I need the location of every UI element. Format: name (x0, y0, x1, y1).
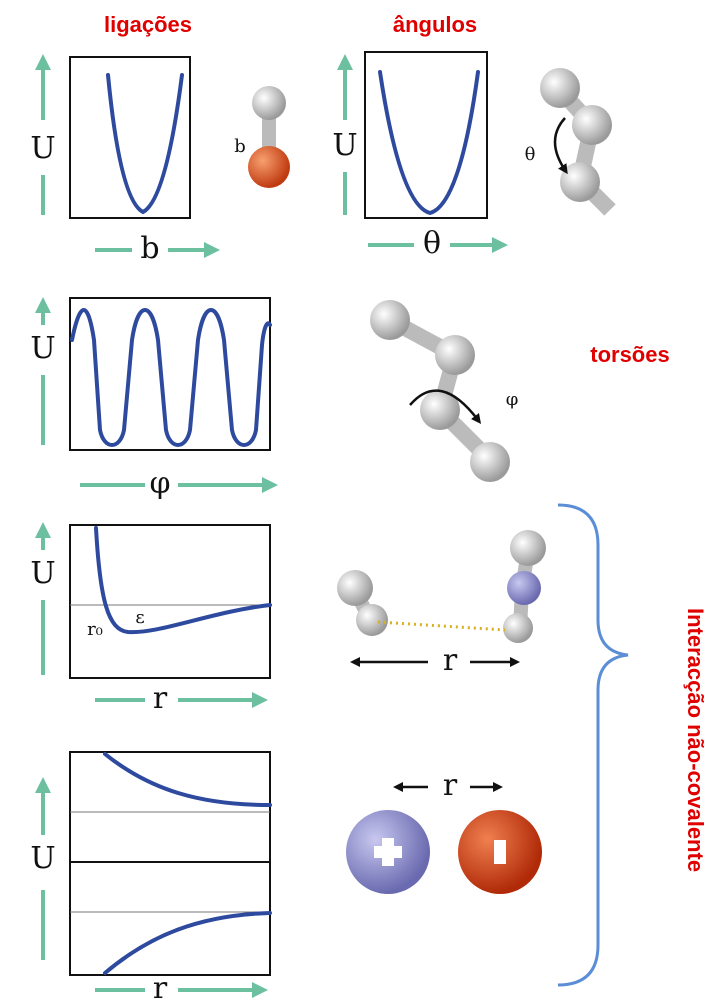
torsions-header: torsões (590, 342, 669, 367)
y-label: U (30, 841, 55, 876)
charges: r (346, 768, 542, 894)
x-label: r (153, 681, 168, 716)
bond-panel: U b (30, 54, 220, 266)
distance-label: r (443, 643, 458, 678)
coulomb-panel: U r (30, 751, 272, 1006)
y-label: U (30, 131, 55, 166)
bond-molecule: b (234, 86, 290, 188)
noncovalent-header: Interacção não-covalente (683, 608, 708, 872)
torsion-panel: U φ (30, 297, 278, 501)
angle-label: θ (525, 144, 536, 165)
x-label: φ (149, 466, 170, 501)
x-label: θ (423, 226, 441, 261)
vdw-panel: r₀ ε U r (30, 522, 272, 716)
brace (557, 503, 629, 987)
r0-label: r₀ (87, 619, 103, 640)
y-label: U (332, 128, 357, 163)
angles-header: ângulos (393, 12, 477, 37)
angle-molecule: θ (525, 68, 616, 216)
vdw-molecules: r (337, 530, 546, 678)
bonds-header: ligações (104, 12, 192, 37)
charge-distance-label: r (443, 768, 458, 803)
x-label: b (140, 231, 159, 266)
bond-label: b (234, 136, 246, 157)
angle-panel: U θ (332, 51, 508, 261)
y-label: U (30, 331, 55, 366)
torsion-molecule: φ (370, 300, 518, 482)
x-label: r (153, 971, 168, 1006)
y-label: U (30, 556, 55, 591)
epsilon-label: ε (135, 607, 144, 628)
torsion-label: φ (506, 389, 519, 410)
